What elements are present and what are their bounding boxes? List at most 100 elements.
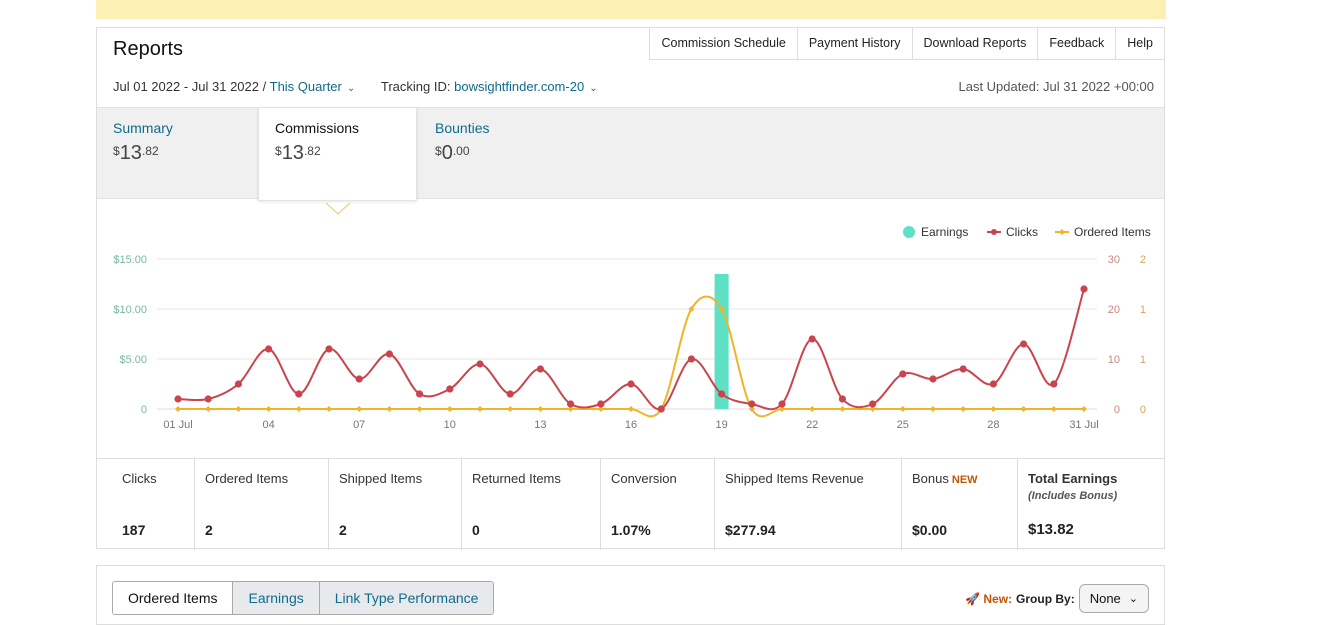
clicks-point (929, 375, 937, 383)
tab-ordered-items[interactable]: Ordered Items (113, 582, 233, 614)
ordered-items-point (175, 406, 181, 412)
stat-shipped-items: Shipped Items 2 (328, 459, 461, 550)
clicks-point (385, 350, 393, 358)
clicks-point (989, 380, 998, 388)
stat-ordered-items: Ordered Items 2 (194, 459, 328, 550)
stat-conversion: Conversion 1.07% (600, 459, 714, 550)
clicks-point (838, 395, 847, 403)
ordered-items-line (177, 295, 1084, 418)
x-tick-label: 19 (715, 419, 727, 431)
clicks-point (265, 345, 273, 353)
ordered-items-point (839, 406, 846, 412)
page-title: Reports (113, 38, 184, 60)
chart-legend: Earnings Clicks Ordered Items (903, 225, 1151, 239)
tab-summary-label: Summary (113, 120, 173, 136)
chevron-down-icon: ⌄ (346, 83, 356, 94)
y-clicks-tick-label: 20 (1108, 304, 1120, 316)
ordered-items-point (235, 406, 242, 412)
chart-grid (157, 258, 1097, 410)
ordered-items-point (477, 406, 483, 412)
clicks-point (597, 400, 605, 408)
stats-row: Clicks 187 Ordered Items 2 Shipped Items 2 … (97, 458, 1164, 550)
stat-total-earnings: Total Earnings (Includes Bonus) $13.82 (1017, 459, 1164, 550)
ordered-items-point (386, 406, 393, 412)
clicks-point (446, 385, 454, 393)
tracking-id-dropdown[interactable]: bowsightfinder.com-20 ⌄ (454, 79, 597, 94)
download-reports-link[interactable]: Download Reports (911, 28, 1038, 59)
help-link[interactable]: Help (1115, 28, 1164, 59)
reports-card: Reports Commission Schedule Payment Hist… (96, 27, 1165, 550)
tab-summary[interactable]: Summary $13.82 (113, 120, 173, 165)
new-badge: NEW (951, 474, 978, 486)
tab-commissions[interactable]: Commissions $13.82 (258, 107, 417, 201)
clicks-point (1020, 340, 1028, 348)
legend-clicks-label: Clicks (1006, 225, 1038, 239)
y-items-tick-label: 0 (1140, 404, 1146, 416)
y-left-tick-label: $10.00 (113, 304, 147, 316)
ordered-items-point (1081, 406, 1087, 412)
clicks-point (657, 405, 665, 413)
ordered-items-point (628, 406, 634, 412)
ordered-items-point (416, 406, 423, 412)
ordered-items-point (748, 406, 755, 412)
clicks-point (869, 400, 877, 408)
commission-schedule-link[interactable]: Commission Schedule (661, 36, 786, 50)
tab-bounties[interactable]: Bounties $0.00 (435, 120, 489, 165)
clicks-point (627, 380, 635, 388)
legend-ordered-items-label: Ordered Items (1074, 225, 1151, 239)
group-by-select[interactable]: None ⌄ (1078, 584, 1149, 613)
detail-card: Ordered Items Earnings Link Type Perform… (96, 565, 1165, 625)
feedback-link[interactable]: Feedback (1037, 28, 1115, 59)
clicks-point (506, 390, 514, 398)
clicks-point (174, 395, 182, 403)
group-by-label: Group By: (1016, 591, 1075, 606)
date-range: Jul 01 2022 - Jul 31 2022 / (113, 79, 267, 94)
clicks-point (416, 390, 424, 398)
y-items-tick-label: 1 (1140, 354, 1146, 366)
ordered-items-point (446, 406, 453, 412)
x-tick-label: 13 (534, 419, 546, 431)
ordered-items-point (205, 406, 212, 412)
ordered-items-point (960, 406, 967, 412)
ordered-items-point (1050, 406, 1057, 412)
x-tick-label: 01 Jul (163, 419, 192, 431)
ordered-items-point (1020, 406, 1027, 412)
legend-ordered-items-marker-point (1059, 229, 1065, 235)
stat-shipped-revenue: Shipped Items Revenue $277.94 (714, 459, 901, 550)
ordered-items-point (265, 406, 272, 412)
ordered-items-point (597, 406, 604, 412)
earnings-bar (714, 274, 729, 409)
earnings-bars (714, 274, 729, 409)
tab-bounties-amount: $0.00 (435, 142, 470, 164)
ordered-items-point (899, 406, 906, 412)
tracking-id-value: bowsightfinder.com-20 (454, 79, 585, 94)
y-left-tick-label: $5.00 (119, 354, 147, 366)
ordered-series (175, 295, 1087, 418)
clicks-point (234, 380, 242, 388)
y-clicks-tick-label: 0 (1114, 404, 1120, 416)
clicks-point (204, 395, 212, 403)
y-clicks-tick-label: 10 (1108, 354, 1120, 366)
tab-link-type-performance[interactable]: Link Type Performance (318, 582, 494, 614)
x-tick-label: 04 (262, 419, 274, 431)
ordered-items-point (869, 406, 876, 412)
clicks-point (808, 335, 816, 343)
ordered-items-point (507, 406, 514, 412)
ordered-items-point (295, 406, 302, 412)
x-tick-label: 10 (444, 419, 456, 431)
notice-banner (96, 0, 1166, 19)
x-tick-label: 22 (806, 419, 818, 431)
chevron-down-icon: ⌄ (589, 83, 598, 94)
stat-bonus: Bonus NEW $0.00 (901, 459, 1017, 550)
x-tick-label: 07 (353, 419, 365, 431)
payment-history-link[interactable]: Payment History (796, 28, 912, 59)
ordered-items-point (537, 406, 544, 412)
date-preset-dropdown[interactable]: This Quarter ⌄ (270, 79, 356, 94)
tab-earnings[interactable]: Earnings (232, 582, 319, 614)
y-clicks-tick-label: 30 (1108, 254, 1120, 266)
tab-bounties-label: Bounties (435, 120, 490, 136)
rocket-icon: 🚀 (965, 591, 981, 606)
clicks-point (355, 375, 363, 383)
clicks-point (687, 355, 696, 363)
group-by: 🚀 New: Group By: None ⌄ (965, 584, 1149, 613)
